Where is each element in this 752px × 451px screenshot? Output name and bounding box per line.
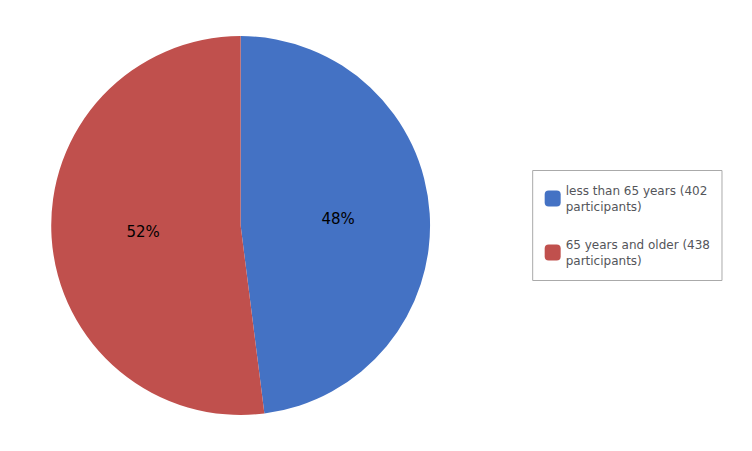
svg-text:participants): participants) — [566, 200, 642, 214]
svg-text:48%: 48% — [321, 210, 354, 228]
svg-text:52%: 52% — [126, 223, 159, 241]
svg-text:65 years and older (438: 65 years and older (438 — [566, 238, 710, 252]
svg-text:participants): participants) — [566, 254, 642, 268]
svg-text:less than 65 years (402: less than 65 years (402 — [566, 184, 708, 198]
